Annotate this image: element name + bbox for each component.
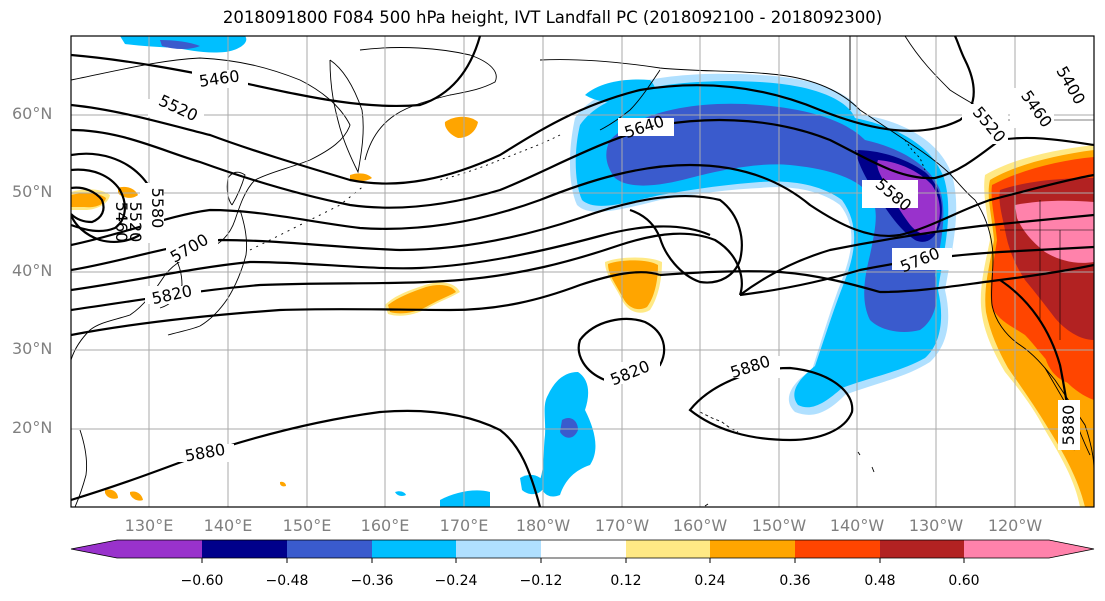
height-contours: [71, 36, 1094, 507]
lon-label-150w: 150°W: [751, 516, 807, 535]
lat-label-40n: 40°N: [12, 261, 53, 280]
lon-label-170e: 170°E: [439, 516, 489, 535]
lon-label-140w: 140°W: [829, 516, 885, 535]
colorbar-tick-label: −0.60: [180, 573, 224, 589]
lon-label-150e: 150°E: [282, 516, 332, 535]
contour-label: 5520: [126, 202, 145, 243]
gridlines: [71, 36, 1094, 507]
colorbar-tick-label: −0.24: [434, 573, 478, 589]
lon-label-130e: 130°E: [124, 516, 174, 535]
colorbar-tick-label: −0.48: [265, 573, 309, 589]
lat-label-50n: 50°N: [12, 182, 53, 201]
lat-label-20n: 20°N: [12, 418, 53, 437]
colorbar-tick-label: 0.36: [779, 573, 811, 589]
colorbar-extend-low: [71, 540, 117, 558]
lat-label-30n: 30°N: [12, 339, 53, 358]
colorbar-extend-high: [1049, 540, 1094, 558]
colorbar-tick-label: 0.48: [864, 573, 896, 589]
contour-label: 5460: [112, 202, 131, 243]
colorbar-tick-label: −0.12: [519, 573, 563, 589]
contour-label: 5880: [1059, 405, 1078, 446]
lon-label-140e: 140°E: [203, 516, 253, 535]
colorbar-tick-label: −0.36: [350, 573, 394, 589]
colorbar-tick-label: 0.60: [948, 573, 980, 589]
map-title: 2018091800 F084 500 hPa height, IVT Land…: [222, 8, 883, 27]
colorbar: [70, 539, 1095, 563]
lat-label-60n: 60°N: [12, 104, 53, 123]
lon-label-180w: 180°W: [515, 516, 571, 535]
ivt-negative-region: [120, 36, 957, 507]
map-frame: [70, 35, 1095, 508]
colorbar-tick-label: 0.12: [610, 573, 642, 589]
lon-label-170w: 170°W: [594, 516, 650, 535]
colorbar-tick-label: 0.24: [694, 573, 726, 589]
lon-label-130w: 130°W: [908, 516, 964, 535]
contour-label: 5580: [148, 188, 167, 229]
lon-label-160w: 160°W: [672, 516, 728, 535]
lon-label-120w: 120°W: [987, 516, 1043, 535]
lon-label-160e: 160°E: [360, 516, 410, 535]
